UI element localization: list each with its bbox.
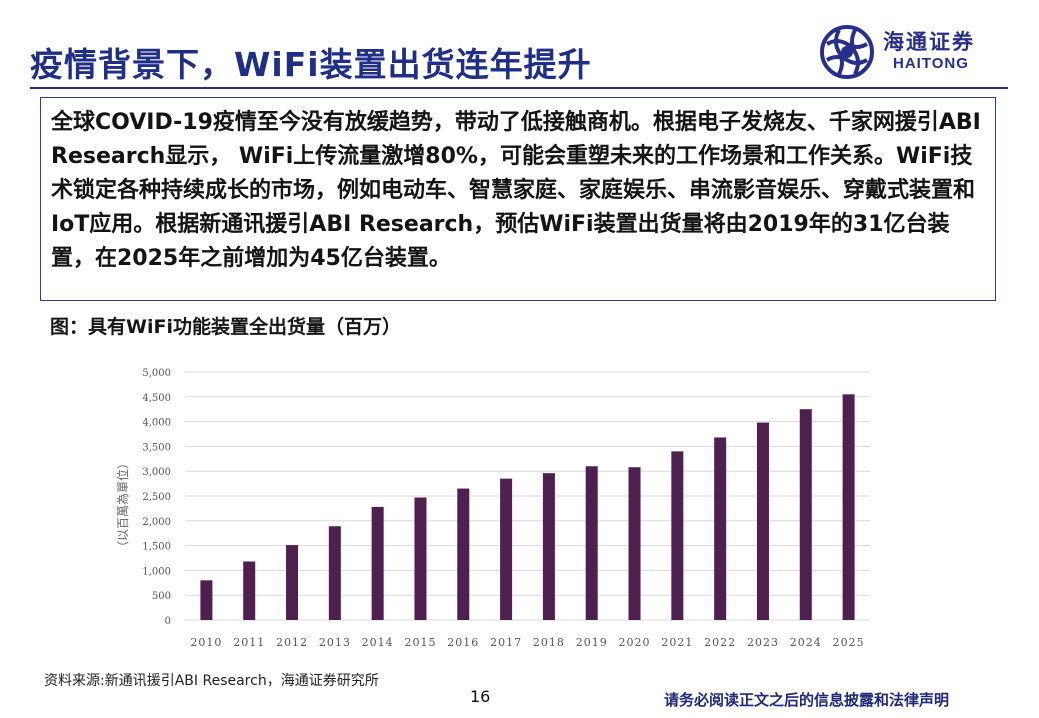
x-tick-label: 2022 bbox=[704, 636, 736, 649]
y-axis-label: （以百萬為單位） bbox=[115, 457, 130, 553]
x-tick-label: 2025 bbox=[833, 636, 865, 649]
bar-2017 bbox=[500, 478, 513, 620]
bar-2015 bbox=[414, 497, 427, 620]
bar-2023 bbox=[756, 422, 769, 620]
x-tick-label: 2021 bbox=[661, 636, 693, 649]
x-tick-label: 2024 bbox=[790, 636, 822, 649]
figure-caption: 图：具有WiFi功能装置全出货量（百万） bbox=[50, 316, 401, 338]
logo-name-cn: 海通证券 bbox=[883, 30, 975, 54]
bar-2021 bbox=[671, 451, 684, 620]
y-tick-label: 1,500 bbox=[142, 542, 171, 553]
bar-2014 bbox=[371, 506, 384, 620]
y-tick-label: 4,500 bbox=[142, 393, 171, 404]
page-number: 16 bbox=[470, 687, 491, 706]
x-axis-ticks: 2010 2011 2012 2013 2014 2015 2016 2017 2018 2019… bbox=[190, 636, 865, 649]
x-tick-label: 2016 bbox=[447, 636, 479, 649]
shipment-bar-chart: 0 500 1,000 1,500 2,000 2,500 3,000 3,500 4,000 4… bbox=[115, 368, 870, 649]
source-note: 资料来源:新通讯援引ABI Research，海通证券研究所 bbox=[44, 673, 379, 689]
summary-textbox: 全球COVID-19疫情至今没有放缓趋势，带动了低接触商机。根据电子发烧友、千家… bbox=[40, 97, 996, 301]
x-tick-label: 2020 bbox=[619, 636, 651, 649]
y-tick-label: 500 bbox=[152, 591, 171, 602]
x-tick-label: 2014 bbox=[362, 636, 394, 649]
y-axis-ticks: 0 500 1,000 1,500 2,000 2,500 3,000 3,500 4,000 4… bbox=[142, 368, 171, 627]
y-tick-label: 0 bbox=[165, 616, 171, 627]
x-tick-label: 2018 bbox=[533, 636, 565, 649]
bar-2018 bbox=[542, 473, 555, 620]
bar-2024 bbox=[799, 409, 812, 620]
slide-title: 疫情背景下，WiFi装置出货连年提升 bbox=[30, 45, 592, 84]
x-tick-label: 2019 bbox=[576, 636, 608, 649]
haitong-logo: 海通证券 HAITONG bbox=[817, 22, 997, 82]
bar-2025 bbox=[842, 394, 855, 620]
bar-2019 bbox=[585, 466, 598, 620]
bar-2012 bbox=[286, 545, 299, 620]
bar-2016 bbox=[457, 488, 470, 620]
y-tick-label: 2,000 bbox=[142, 517, 171, 528]
x-tick-label: 2010 bbox=[190, 636, 222, 649]
x-tick-label: 2012 bbox=[276, 636, 308, 649]
y-tick-label: 2,500 bbox=[142, 492, 171, 503]
x-tick-label: 2013 bbox=[319, 636, 351, 649]
x-tick-label: 2015 bbox=[404, 636, 436, 649]
y-tick-label: 3,000 bbox=[142, 467, 171, 478]
y-tick-label: 4,000 bbox=[142, 418, 171, 429]
bar-2022 bbox=[714, 437, 727, 620]
y-tick-label: 3,500 bbox=[142, 442, 171, 453]
bar-2010 bbox=[200, 580, 213, 620]
disclaimer-text: 请务必阅读正文之后的信息披露和法律声明 bbox=[664, 691, 950, 709]
x-tick-label: 2011 bbox=[233, 636, 265, 649]
logo-name-en: HAITONG bbox=[893, 55, 969, 72]
bar-2011 bbox=[243, 561, 256, 620]
x-tick-label: 2023 bbox=[747, 636, 779, 649]
chart-gridlines bbox=[185, 371, 870, 621]
bar-2020 bbox=[628, 467, 641, 620]
bar-2013 bbox=[328, 526, 341, 620]
haitong-emblem-icon bbox=[820, 25, 874, 79]
y-tick-label: 1,000 bbox=[142, 566, 171, 577]
chart-bars bbox=[200, 394, 855, 620]
x-tick-label: 2017 bbox=[490, 636, 522, 649]
y-tick-label: 5,000 bbox=[142, 368, 171, 379]
title-divider bbox=[30, 87, 1008, 89]
